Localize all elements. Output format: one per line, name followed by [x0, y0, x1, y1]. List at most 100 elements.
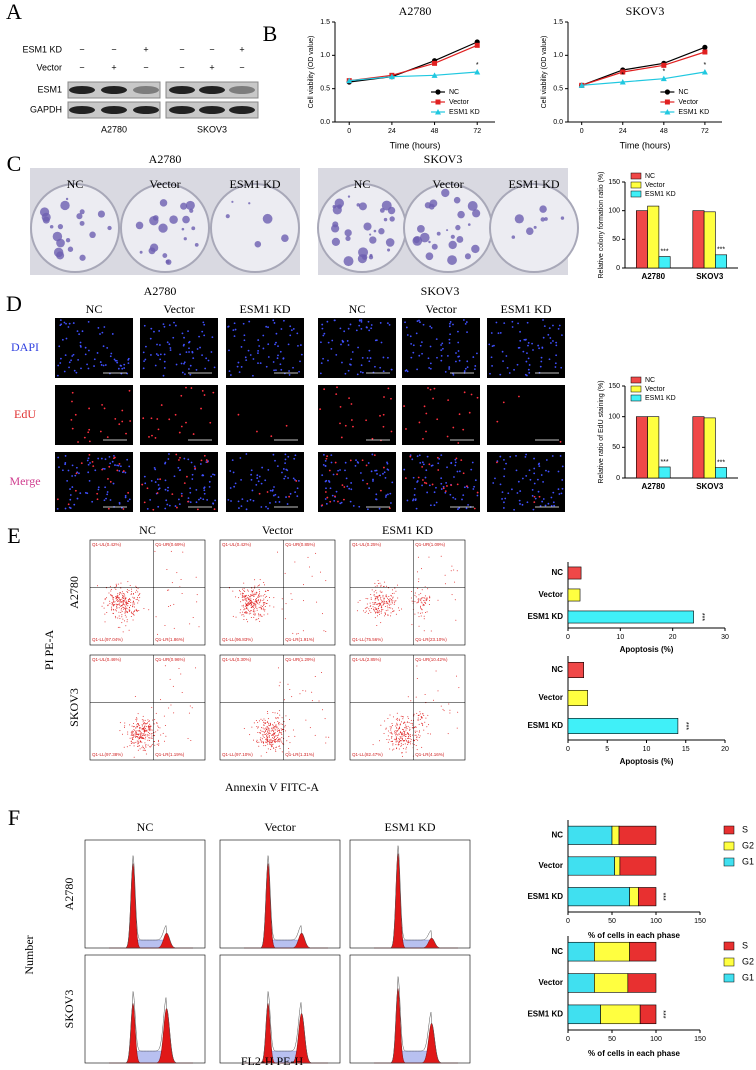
event [455, 619, 457, 621]
event [266, 738, 268, 740]
nucleus [330, 347, 333, 350]
event [244, 597, 246, 599]
event [133, 602, 135, 604]
label: Apoptosis (%) [620, 645, 674, 654]
event [423, 600, 425, 602]
nucleus [265, 365, 268, 368]
nucleus [190, 461, 193, 464]
nucleus [346, 485, 349, 488]
label: * [704, 62, 707, 69]
event [308, 566, 310, 568]
event [423, 618, 425, 620]
event [256, 741, 258, 743]
legend-swatch [630, 376, 642, 384]
nucleus [73, 369, 76, 372]
event [372, 606, 374, 608]
nucleus [71, 464, 74, 467]
nucleus [528, 469, 531, 472]
event [384, 613, 386, 615]
event [258, 603, 260, 605]
event [418, 737, 420, 739]
event [376, 603, 378, 605]
event [398, 728, 400, 730]
nucleus [448, 368, 451, 370]
event [362, 610, 364, 612]
nucleus [118, 501, 121, 504]
nucleus [212, 473, 214, 476]
nucleus [454, 498, 457, 500]
edu-nucleus [128, 389, 131, 392]
event [112, 603, 114, 605]
nucleus [256, 477, 259, 479]
colony [165, 259, 170, 264]
nucleus [561, 334, 563, 337]
label: ESM1 KD [449, 109, 480, 116]
event [135, 741, 137, 743]
label: 0 [566, 918, 570, 925]
event [134, 695, 136, 697]
event [265, 739, 267, 741]
nucleus [79, 344, 82, 347]
nucleus [360, 320, 363, 323]
edu-nucleus [125, 432, 127, 435]
label: 30 [721, 634, 729, 641]
event [250, 612, 252, 614]
colony [450, 234, 455, 239]
event [398, 733, 400, 735]
event [374, 608, 376, 610]
event [263, 745, 265, 747]
event [383, 603, 385, 605]
nucleus [412, 476, 415, 479]
event [288, 747, 290, 749]
event [250, 594, 252, 596]
event [378, 595, 380, 597]
edu-nucleus [143, 501, 146, 504]
blot-band [69, 86, 95, 94]
edu-nucleus [206, 461, 209, 463]
label: A2780 [149, 152, 182, 166]
event [163, 715, 165, 717]
nucleus [435, 501, 438, 504]
nucleus [273, 369, 275, 372]
label: Cell viability (OD value) [308, 36, 315, 109]
label: *** [659, 1010, 666, 1018]
nucleus [168, 504, 171, 507]
edu-nucleus [383, 396, 385, 398]
event [127, 733, 129, 735]
event [405, 724, 407, 726]
nucleus [149, 337, 152, 340]
event [263, 733, 265, 735]
nucleus [284, 458, 287, 461]
event [419, 735, 421, 737]
event [396, 712, 398, 714]
event [400, 608, 402, 610]
event [247, 603, 249, 605]
nucleus [143, 324, 146, 327]
edu-nucleus [405, 428, 407, 430]
nucleus [429, 362, 432, 365]
event [109, 603, 111, 605]
event [281, 729, 283, 731]
nucleus [361, 371, 364, 374]
event [159, 727, 161, 729]
label: ESM1 KD [508, 177, 559, 191]
event [413, 713, 415, 715]
marker [619, 79, 626, 85]
event [137, 742, 139, 744]
event [258, 741, 260, 743]
nucleus [527, 357, 530, 360]
event [250, 610, 252, 612]
label: ESM1 KD [527, 1009, 563, 1018]
event [127, 581, 129, 583]
nucleus [448, 322, 451, 325]
event [139, 731, 141, 733]
event [283, 721, 285, 723]
colony [332, 221, 339, 228]
event [395, 736, 397, 738]
event [137, 596, 139, 598]
label: 150 [608, 383, 620, 390]
event [272, 711, 274, 713]
event [261, 605, 263, 607]
nucleus [490, 332, 493, 334]
bar [703, 417, 716, 479]
